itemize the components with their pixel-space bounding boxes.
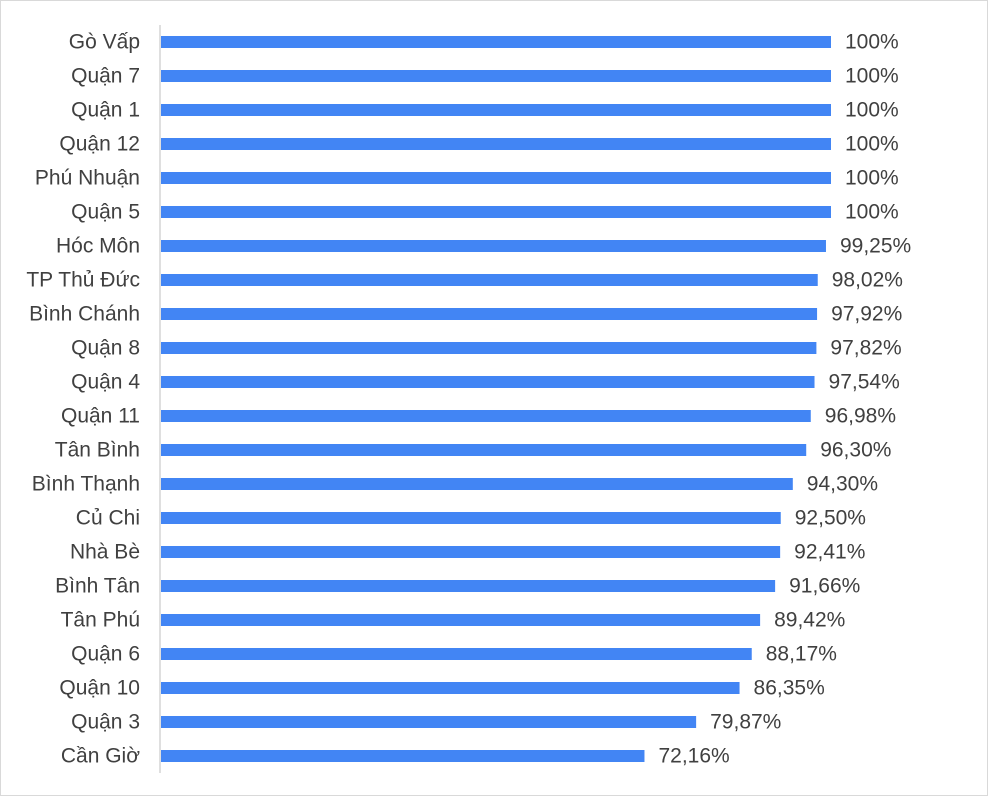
value-label-6: 99,25% (840, 235, 911, 258)
value-label-18: 88,17% (766, 643, 837, 666)
category-label-18: Quận 6 (71, 643, 140, 666)
category-label-20: Quận 3 (71, 711, 140, 734)
bar-20 (161, 716, 697, 728)
value-label-20: 79,87% (710, 711, 781, 734)
bar-18 (161, 648, 752, 660)
value-label-5: 100% (845, 201, 899, 224)
category-label-10: Quận 4 (71, 371, 140, 394)
bar-11 (161, 410, 811, 422)
category-label-15: Nhà Bè (70, 541, 140, 564)
value-label-3: 100% (845, 133, 899, 156)
category-label-14: Củ Chi (76, 507, 140, 530)
value-label-2: 100% (845, 99, 899, 122)
value-label-1: 100% (845, 65, 899, 88)
value-label-11: 96,98% (825, 405, 896, 428)
bar-17 (161, 614, 761, 626)
category-label-21: Cần Giờ (61, 745, 140, 768)
value-label-9: 97,82% (830, 337, 901, 360)
value-label-15: 92,41% (794, 541, 865, 564)
value-label-8: 97,92% (831, 303, 902, 326)
value-label-14: 92,50% (795, 507, 866, 530)
category-label-17: Tân Phú (61, 609, 140, 632)
value-label-19: 86,35% (754, 677, 825, 700)
bar-15 (161, 546, 781, 558)
bar-10 (161, 376, 815, 388)
bar-2 (161, 104, 831, 116)
bar-12 (161, 444, 807, 456)
bar-5 (161, 206, 831, 218)
category-label-3: Quận 12 (59, 133, 140, 156)
bar-16 (161, 580, 776, 592)
bars-layer (161, 36, 831, 762)
category-label-4: Phú Nhuận (35, 167, 140, 190)
category-label-8: Bình Chánh (29, 303, 140, 326)
bar-1 (161, 70, 831, 82)
bar-13 (161, 478, 793, 490)
value-label-0: 100% (845, 31, 899, 54)
category-label-6: Hóc Môn (56, 235, 140, 258)
bar-19 (161, 682, 740, 694)
bar-3 (161, 138, 831, 150)
value-label-10: 97,54% (829, 371, 900, 394)
category-label-11: Quận 11 (61, 405, 140, 428)
category-label-9: Quận 8 (71, 337, 140, 360)
bar-7 (161, 274, 818, 286)
value-label-7: 98,02% (832, 269, 903, 292)
bar-6 (161, 240, 826, 252)
bar-21 (161, 750, 645, 762)
bar-9 (161, 342, 817, 354)
value-label-21: 72,16% (658, 745, 729, 768)
bar-4 (161, 172, 831, 184)
value-label-13: 94,30% (807, 473, 878, 496)
bar-8 (161, 308, 818, 320)
category-labels: Gò Vấp Quận 7 Quận 1 Quận 12 Phú Nhuận Quận 5… (26, 31, 140, 768)
value-label-12: 96,30% (820, 439, 891, 462)
category-label-12: Tân Bình (55, 439, 140, 462)
category-label-0: Gò Vấp (69, 31, 140, 54)
value-labels: 100% 100% 100% 100% 100% 100% 99,25% 98,02% 97,9… (658, 31, 911, 768)
category-label-13: Bình Thạnh (32, 473, 140, 496)
category-label-16: Bình Tân (55, 575, 140, 598)
category-label-1: Quận 7 (71, 65, 140, 88)
value-label-16: 91,66% (789, 575, 860, 598)
category-label-19: Quận 10 (59, 677, 140, 700)
category-label-2: Quận 1 (71, 99, 140, 122)
bar-0 (161, 36, 831, 48)
category-label-7: TP Thủ Đức (26, 269, 140, 292)
value-label-17: 89,42% (774, 609, 845, 632)
value-label-4: 100% (845, 167, 899, 190)
bar-14 (161, 512, 781, 524)
category-label-5: Quận 5 (71, 201, 140, 224)
